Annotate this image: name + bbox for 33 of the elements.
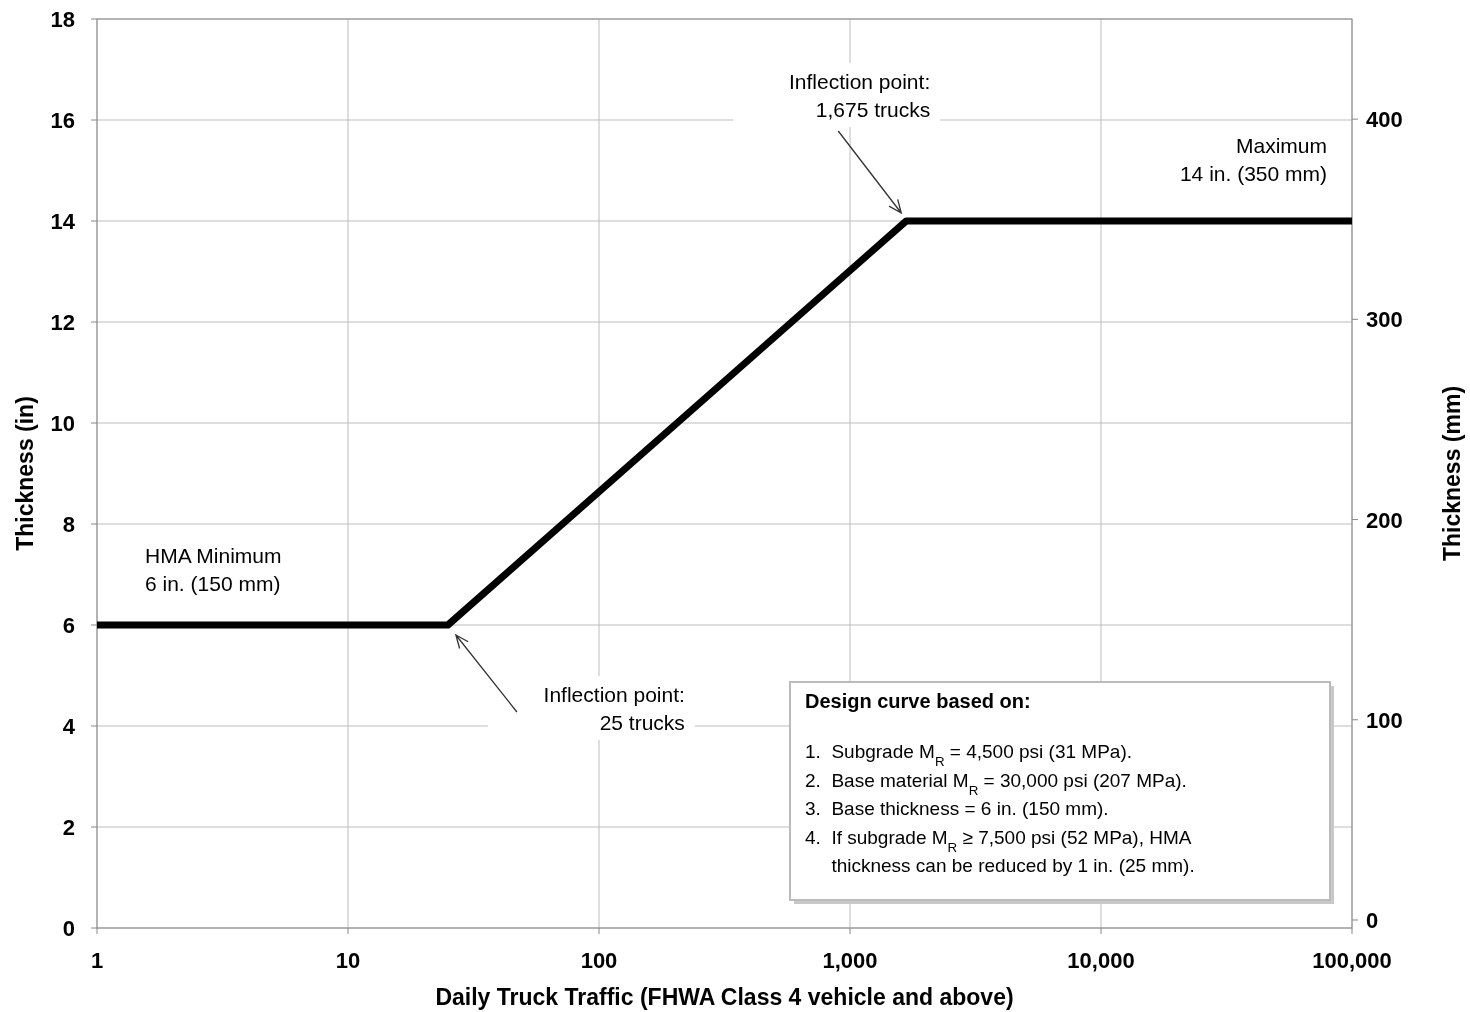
annotation: Inflection point: 1,675 trucks (788, 70, 931, 121)
annotation: Design curve based on: (805, 690, 1031, 712)
x-tick-label: 10,000 (1067, 948, 1135, 973)
y-tick-label: 12 (50, 310, 75, 335)
x-tick-label: 100 (580, 948, 618, 973)
annotation: HMA Minimum 6 in. (150 mm) (145, 544, 282, 595)
y2-tick-label: 100 (1366, 707, 1403, 733)
y-tick-label: 6 (62, 613, 75, 638)
x-tick-label: 1,000 (822, 948, 878, 973)
y2-tick-label: 300 (1366, 307, 1403, 333)
y2-axis-title: Thickness (mm) (1439, 385, 1465, 562)
y-tick-label: 18 (50, 7, 75, 32)
y-tick-label: 10 (50, 411, 75, 436)
x-tick-label: 100,000 (1312, 948, 1392, 973)
y-tick-label: 14 (50, 209, 76, 234)
x-axis-title: Daily Truck Traffic (FHWA Class 4 vehicle and above) (435, 984, 1014, 1010)
x-tick-label: 1 (90, 948, 104, 973)
annotation: Maximum 14 in. (350 mm) (1179, 134, 1327, 185)
y2-tick-label: 400 (1366, 107, 1403, 133)
y2-tick-label: 0 (1366, 907, 1379, 933)
annotation: Inflection point: 25 trucks (543, 683, 685, 734)
y-tick-label: 4 (62, 714, 76, 739)
x-tick-label: 10 (335, 948, 361, 973)
annotation: 3. Base thickness = 6 in. (150 mm). (805, 798, 1109, 819)
y2-tick-label: 200 (1366, 507, 1403, 533)
annotation: 1. Subgrade M$_{R}$ = 4,500 psi (31 MPa). (805, 741, 1132, 769)
annotation: 2. Base material M$_{R}$ = 30,000 psi (207 MPa). (805, 769, 1187, 797)
annotation: 4. If subgrade M$_{R}$ ≥ 7,500 psi (52 MPa), HMA thickness can be reduced by 1 in. (25 mm). (805, 826, 1195, 876)
y-axis-title: Thickness (in) (12, 396, 38, 551)
y-tick-label: 16 (50, 108, 75, 133)
y-tick-label: 0 (62, 916, 75, 941)
y-tick-label: 8 (62, 512, 75, 537)
y-tick-label: 2 (62, 815, 75, 840)
